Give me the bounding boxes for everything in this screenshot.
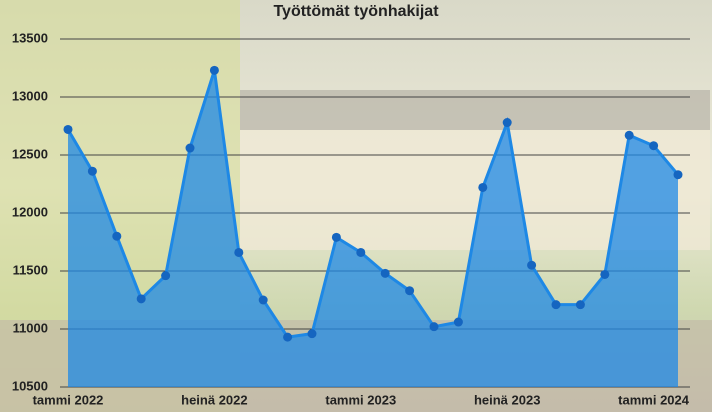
point: [64, 125, 73, 134]
point: [283, 333, 292, 342]
y-tick-label: 13000: [12, 88, 48, 103]
point: [405, 286, 414, 295]
y-tick-label: 11000: [13, 320, 48, 335]
point: [430, 322, 439, 331]
y-tick-label: 11500: [13, 262, 48, 277]
chart: Työttömät työnhakijat 10500 11000 11500 120…: [0, 0, 712, 412]
point: [259, 296, 268, 305]
point: [112, 232, 121, 241]
point: [625, 131, 634, 140]
y-tick-label: 13500: [12, 30, 48, 45]
point: [332, 233, 341, 242]
point: [210, 66, 219, 75]
point: [600, 270, 609, 279]
y-tick-label: 10500: [12, 378, 48, 393]
point: [356, 248, 365, 257]
background-roof: [240, 90, 710, 130]
chart-title: Työttömät työnhakijat: [273, 3, 439, 20]
point: [527, 261, 536, 270]
point: [88, 167, 97, 176]
point: [234, 248, 243, 257]
x-tick-label: tammi 2024: [618, 392, 690, 407]
point: [478, 183, 487, 192]
x-tick-label: tammi 2023: [325, 392, 396, 407]
x-tick-label: heinä 2023: [474, 392, 541, 407]
point: [649, 141, 658, 150]
point: [576, 300, 585, 309]
y-tick-label: 12500: [12, 146, 48, 161]
point: [186, 144, 195, 153]
x-tick-label: heinä 2022: [181, 392, 248, 407]
point: [674, 170, 683, 179]
y-tick-label: 12000: [12, 204, 48, 219]
point: [454, 318, 463, 327]
point: [308, 329, 317, 338]
point: [161, 271, 170, 280]
point: [381, 269, 390, 278]
point: [552, 300, 561, 309]
point: [137, 294, 146, 303]
point: [503, 118, 512, 127]
x-tick-label: tammi 2022: [33, 392, 104, 407]
